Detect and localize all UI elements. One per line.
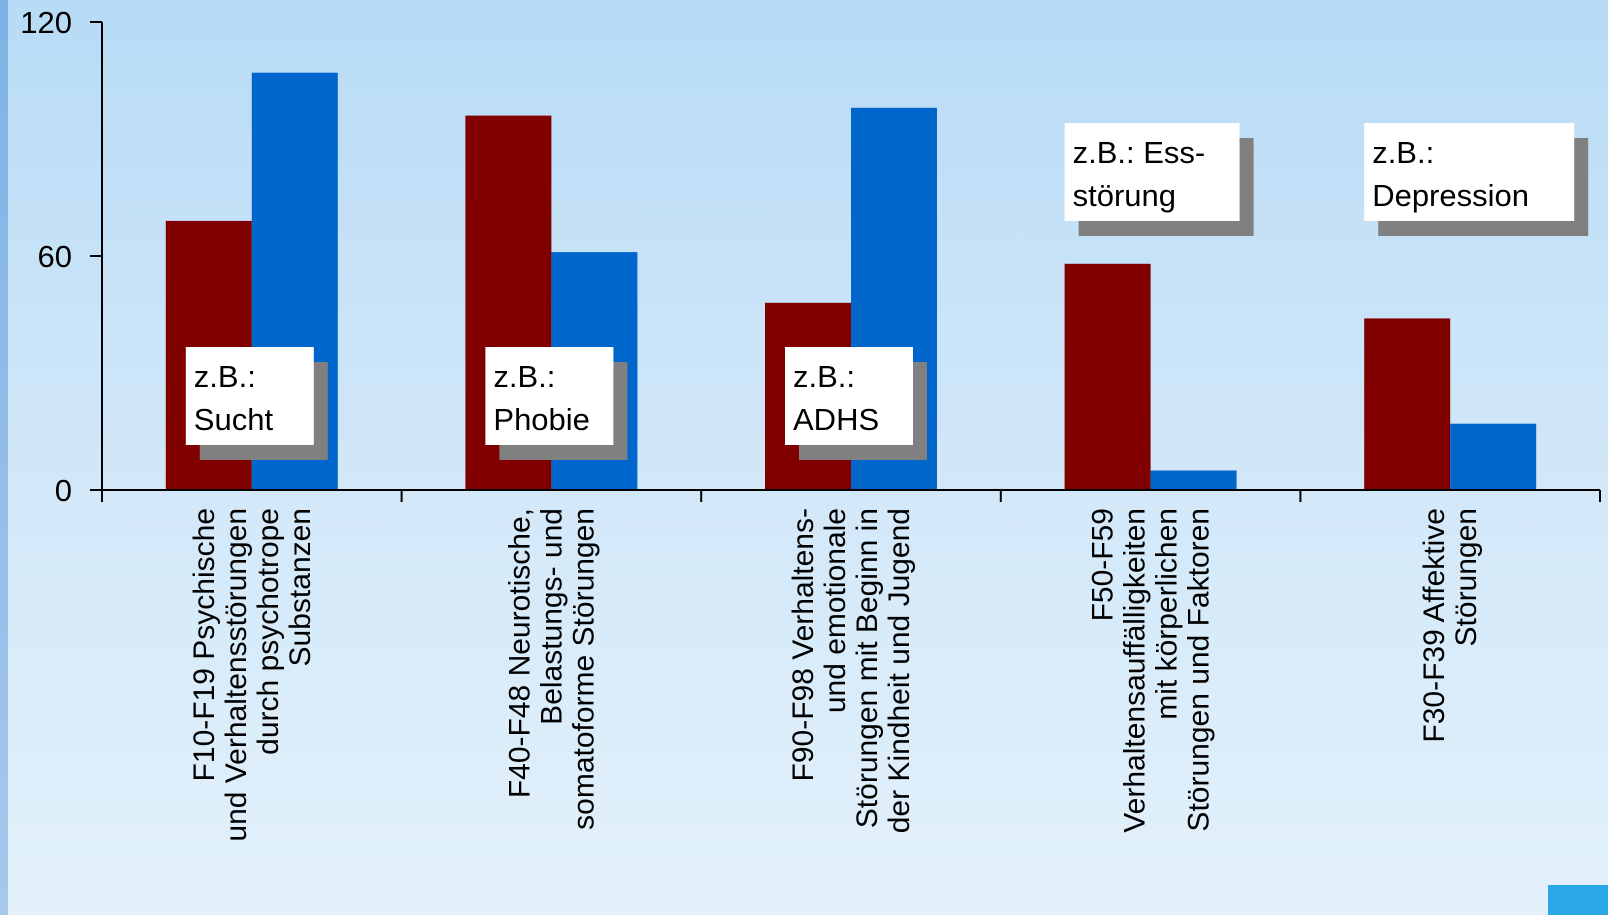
bar-series2-4 <box>1150 470 1237 490</box>
category-label-3-line-2: und emotionale <box>819 508 852 713</box>
category-label-2-line-3: somatoforme Störungen <box>567 508 600 830</box>
callout-text-4-line-2: störung <box>1073 178 1176 213</box>
category-label-4-line-4: Störungen und Faktoren <box>1183 508 1216 832</box>
bar-series1-5 <box>1364 318 1451 490</box>
category-label-3-line-3: Störungen mit Beginn in <box>851 508 884 828</box>
category-label-5-line-2: Störungen <box>1450 508 1483 646</box>
callout-text-3-line-1: z.B.: <box>793 359 855 394</box>
callout-text-5-line-2: Depression <box>1372 178 1529 213</box>
y-tick-label-2: 60 <box>38 239 72 274</box>
category-label-2-line-1: F40-F48 Neurotische, <box>503 508 536 798</box>
category-label-5-line-1: F30-F39 Affektive <box>1418 508 1451 743</box>
y-tick-label-1: 0 <box>55 473 72 508</box>
callout-text-2-line-1: z.B.: <box>493 359 555 394</box>
category-label-4-line-2: Verhaltensauffälligkeiten <box>1119 508 1152 833</box>
callout-box-1 <box>185 347 314 445</box>
bar-series1-4 <box>1064 263 1151 490</box>
callout-text-1-line-1: z.B.: <box>194 359 256 394</box>
category-label-3-line-1: F90-F98 Verhaltens- <box>787 508 820 781</box>
y-tick-label-3: 120 <box>20 5 72 40</box>
callout-text-3-line-2: ADHS <box>793 402 879 437</box>
category-label-4-line-3: mit körperlichen <box>1151 508 1184 720</box>
callout-box-2 <box>485 347 614 445</box>
callout-box-5 <box>1364 123 1575 221</box>
category-label-1-line-3: durch psychotrope <box>252 508 285 755</box>
category-label-1-line-1: F10-F19 Psychische <box>188 508 221 781</box>
category-label-1-line-2: und Verhaltensstörungen <box>220 508 253 842</box>
callout-text-2-line-2: Phobie <box>493 402 590 437</box>
category-label-4-line-1: F50-F59 <box>1087 508 1120 621</box>
callout-box-4 <box>1064 123 1240 221</box>
callout-box-3 <box>785 347 913 445</box>
bar-series2-5 <box>1450 423 1537 490</box>
callout-text-1-line-2: Sucht <box>194 402 274 437</box>
callout-text-5-line-1: z.B.: <box>1372 135 1434 170</box>
category-label-3-line-4: der Kindheit und Jugend <box>883 508 916 833</box>
category-label-2-line-2: Belastungs- und <box>535 508 568 725</box>
category-label-1-line-4: Substanzen <box>284 508 317 666</box>
left-accent-strip <box>0 0 8 915</box>
corner-accent <box>1548 885 1608 915</box>
callout-text-4-line-1: z.B.: Ess- <box>1073 135 1206 170</box>
